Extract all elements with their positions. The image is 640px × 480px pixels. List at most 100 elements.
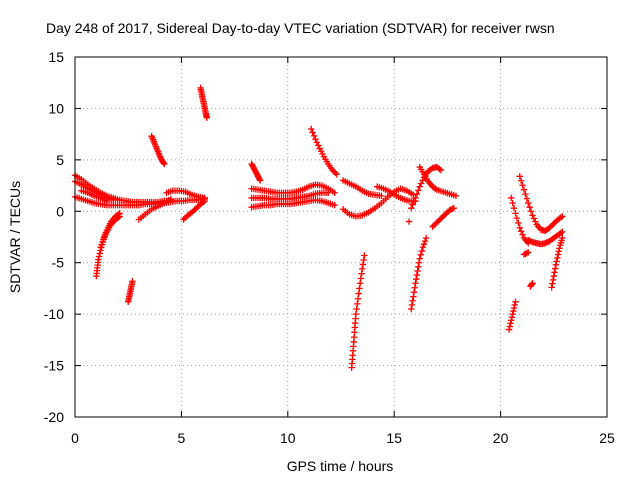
x-axis-label: GPS time / hours	[287, 458, 394, 474]
data-point	[519, 182, 526, 189]
data-point	[552, 265, 559, 272]
data-point	[417, 180, 425, 187]
data-point	[410, 293, 417, 300]
data-point	[408, 305, 415, 313]
data-point	[508, 194, 515, 202]
data-point	[525, 199, 532, 207]
data-point	[528, 281, 536, 288]
data-point	[507, 320, 514, 327]
data-point	[450, 205, 457, 212]
y-tick-label: 0	[56, 203, 64, 219]
data-point	[520, 251, 528, 258]
data-point	[412, 275, 420, 283]
data-point	[508, 317, 515, 324]
series-arc-28	[508, 194, 532, 247]
data-point	[432, 185, 439, 192]
y-axis-label: SDTVAR / TECUs	[7, 181, 23, 293]
data-point	[405, 218, 413, 225]
data-point	[167, 195, 174, 203]
data-point	[416, 183, 423, 190]
series-arc-12	[197, 84, 211, 121]
data-point	[515, 219, 522, 227]
y-tick-label: -15	[44, 358, 64, 374]
data-point	[452, 192, 460, 200]
data-point	[410, 289, 418, 296]
series-arc-14	[248, 181, 338, 196]
data-point	[509, 199, 516, 207]
data-point	[513, 214, 521, 222]
data-point	[331, 189, 338, 196]
data-point	[449, 205, 456, 213]
x-tick-label: 0	[71, 430, 79, 446]
x-tick-label: 10	[280, 430, 296, 446]
data-point	[555, 248, 562, 255]
series-arc-31	[520, 249, 532, 258]
data-point	[129, 278, 136, 285]
data-point	[414, 267, 421, 275]
data-point	[96, 250, 104, 257]
data-point	[357, 275, 365, 282]
series-arc-29	[516, 173, 566, 235]
series-arc-18	[339, 177, 385, 200]
series-arc-30	[525, 228, 566, 248]
data-point	[523, 249, 531, 257]
data-point	[522, 250, 529, 257]
series-arc-13	[248, 160, 264, 184]
data-point	[522, 190, 529, 198]
data-point	[333, 171, 340, 178]
series-arc-04	[78, 187, 111, 205]
data-point	[308, 125, 315, 133]
data-point	[312, 136, 319, 143]
series-arc-16	[248, 196, 338, 211]
data-point	[361, 252, 368, 259]
data-point	[203, 114, 211, 121]
data-point	[116, 213, 123, 220]
data-point	[554, 254, 561, 262]
data-point	[512, 298, 519, 305]
data-point	[359, 261, 367, 268]
data-point	[418, 247, 426, 255]
data-point	[523, 195, 531, 202]
data-point	[160, 159, 167, 167]
data-point	[556, 245, 563, 252]
data-point	[413, 190, 421, 198]
data-point	[550, 272, 557, 280]
data-point	[412, 280, 419, 287]
data-point	[509, 310, 516, 318]
data-point	[352, 310, 360, 318]
data-point	[256, 175, 263, 183]
axis-ticks: 0 5 10 15 20 25 -20 -15 -10 -5 0 5 10 15	[44, 49, 615, 446]
x-tick-label: 5	[178, 430, 186, 446]
data-point	[510, 307, 517, 315]
data-point	[356, 285, 363, 292]
series-arc-17	[308, 125, 340, 178]
data-point	[408, 205, 415, 212]
data-point	[416, 255, 423, 262]
data-point	[517, 227, 525, 235]
data-point	[436, 165, 443, 173]
data-point	[557, 229, 565, 237]
data-point	[517, 177, 525, 184]
data-point	[409, 201, 416, 208]
data-point	[419, 177, 426, 184]
data-point	[543, 239, 550, 246]
data-point	[417, 251, 424, 259]
data-point	[200, 198, 207, 206]
data-point	[559, 234, 566, 242]
data-point	[378, 192, 385, 200]
data-point	[256, 177, 264, 184]
data-point	[421, 237, 429, 245]
data-point	[554, 251, 562, 258]
data-point	[412, 194, 419, 202]
data-point	[359, 265, 366, 273]
data-point	[559, 228, 566, 236]
data-point	[313, 139, 321, 146]
series-arc-06	[97, 213, 123, 251]
series-arc-08	[148, 133, 168, 168]
data-point	[315, 142, 322, 149]
data-point	[360, 256, 367, 264]
data-point	[557, 214, 565, 221]
data-point	[422, 234, 430, 242]
data-point	[525, 236, 532, 244]
